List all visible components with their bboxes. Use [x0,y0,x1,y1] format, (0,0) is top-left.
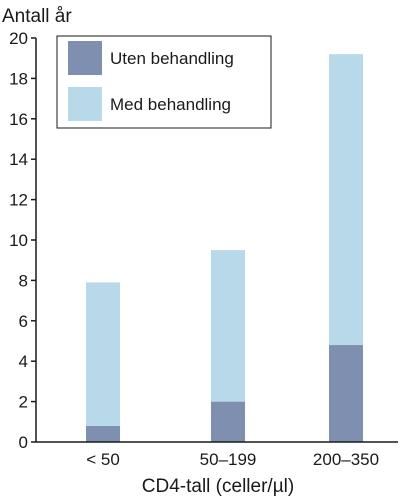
legend-swatch-uten-behandling [68,41,102,75]
bar-uten-behandling [86,425,120,442]
y-tick-label: 8 [19,271,28,290]
y-tick-label: 2 [19,393,28,412]
legend: Uten behandling Med behandling [56,35,272,129]
bar-med-behandling [211,250,245,402]
y-axis: 0 2 4 6 8 10 12 14 16 18 20 [9,29,36,452]
y-axis-label: Antall år [2,6,72,27]
legend-label-med-behandling: Med behandling [110,95,231,114]
legend-swatch-med-behandling [68,87,102,121]
y-tick-label: 0 [19,433,28,452]
bars [86,54,363,442]
y-tick-label: 12 [9,191,28,210]
bar-uten-behandling [211,401,245,442]
legend-label-uten-behandling: Uten behandling [110,49,234,68]
x-axis: < 50 50–199 200–350 [86,450,379,469]
y-tick-label: 18 [9,69,28,88]
x-axis-label: CD4-tall (celler/µl) [142,476,294,497]
y-tick-label: 20 [9,29,28,48]
y-tick-label: 6 [19,312,28,331]
y-tick-label: 16 [9,110,28,129]
y-tick-label: 10 [9,231,28,250]
bar-med-behandling [329,54,363,346]
y-tick-label: 4 [19,352,28,371]
x-tick-label: 200–350 [313,450,379,469]
y-tick-label: 14 [9,150,28,169]
bar-uten-behandling [329,345,363,442]
x-tick-label: < 50 [86,450,120,469]
x-tick-label: 50–199 [200,450,257,469]
bar-med-behandling [86,282,120,426]
